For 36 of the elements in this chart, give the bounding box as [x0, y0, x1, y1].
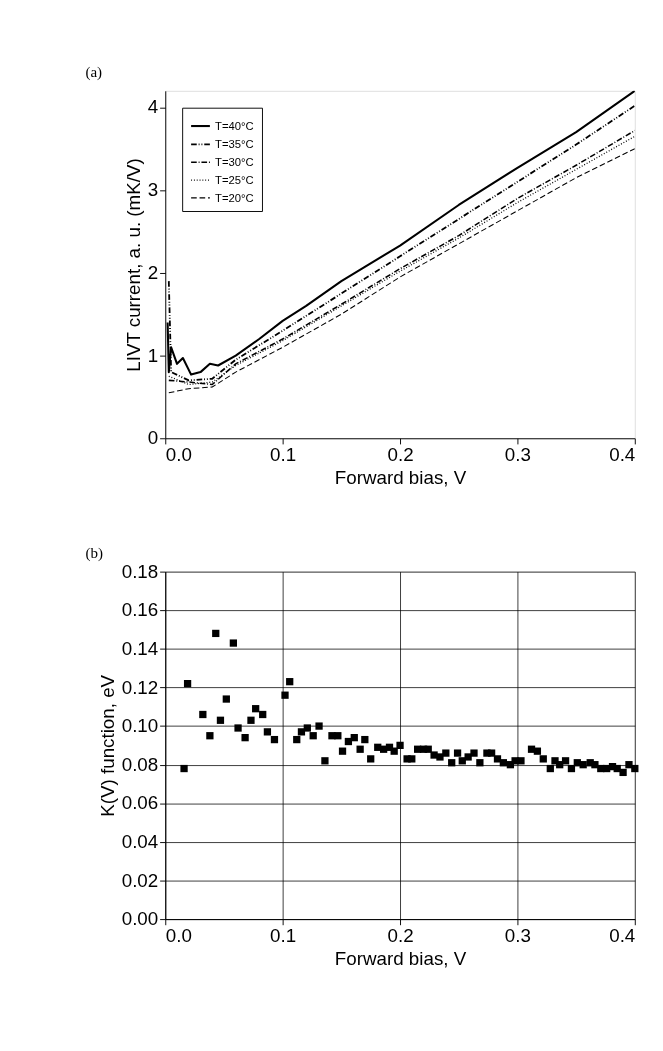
legend-label: T=35°C	[215, 138, 254, 151]
y-tick-label: 0.12	[121, 676, 159, 698]
legend-label: T=20°C	[215, 191, 254, 204]
x-tick-label: 0.2	[387, 925, 414, 947]
y-tick-label: 0.10	[121, 715, 159, 737]
x-axis-title: Forward bias, V	[334, 466, 467, 488]
y-axis-title: K(V) function, eV	[97, 674, 119, 817]
x-tick-label: 0.0	[165, 925, 192, 947]
y-tick-label: 0.18	[121, 560, 159, 582]
x-tick-label: 0.1	[270, 925, 297, 947]
y-tick-label: 0.00	[121, 908, 159, 930]
y-tick-label: 3	[147, 179, 159, 201]
y-tick-label: 0.06	[121, 792, 159, 814]
y-tick-label: 0.02	[121, 869, 159, 891]
x-tick-label: 0.0	[165, 444, 192, 466]
y-tick-label: 0.16	[121, 599, 159, 621]
y-tick-label: 0.08	[121, 753, 159, 775]
x-tick-label: 0.3	[504, 925, 531, 947]
y-tick-label: 0.14	[121, 637, 159, 659]
x-axis-title: Forward bias, V	[334, 947, 467, 969]
x-tick-label: 0.3	[504, 444, 531, 466]
y-axis-title: LIVT current, a. u. (mK/V)	[123, 158, 145, 372]
text: (b)	[85, 544, 103, 562]
y-tick-label: 4	[147, 96, 159, 118]
legend-label: T=40°C	[215, 119, 254, 132]
y-tick-label: 2	[147, 261, 159, 283]
x-tick-label: 0.2	[387, 444, 414, 466]
legend-label: T=25°C	[215, 173, 254, 186]
x-tick-label: 0.4	[609, 925, 636, 947]
x-tick-label: 0.4	[609, 444, 636, 466]
y-tick-label: 0.04	[121, 831, 159, 852]
y-tick-label: 0	[147, 427, 159, 449]
text: (a)	[85, 63, 103, 81]
legend-label: T=30°C	[215, 155, 254, 168]
y-tick-label: 1	[147, 344, 159, 366]
x-tick-label: 0.1	[270, 444, 297, 466]
